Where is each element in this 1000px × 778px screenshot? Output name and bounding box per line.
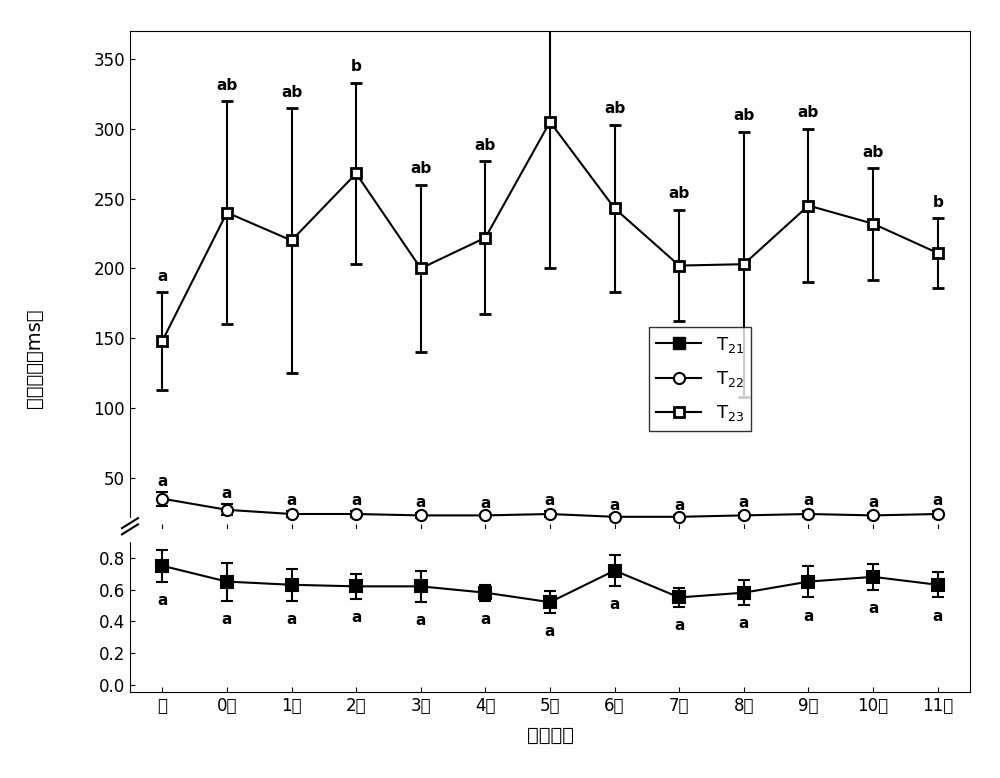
Text: a: a — [157, 593, 167, 608]
X-axis label: 贮藏时间: 贮藏时间 — [526, 727, 574, 745]
Text: b: b — [932, 194, 943, 210]
Text: a: a — [545, 493, 555, 509]
Text: a: a — [286, 493, 297, 509]
Text: a: a — [480, 496, 491, 511]
Text: ab: ab — [669, 187, 690, 202]
Text: b: b — [351, 59, 362, 75]
Text: a: a — [609, 498, 620, 513]
Text: a: a — [609, 598, 620, 612]
Text: ab: ab — [604, 101, 625, 116]
Text: a: a — [157, 268, 167, 284]
Text: ab: ab — [475, 138, 496, 152]
Text: a: a — [480, 612, 491, 627]
Text: ab: ab — [798, 106, 819, 121]
Text: ab: ab — [733, 108, 754, 123]
Text: a: a — [416, 613, 426, 629]
Text: a: a — [157, 474, 167, 489]
Text: a: a — [674, 498, 684, 513]
Text: a: a — [933, 493, 943, 509]
Text: ab: ab — [410, 161, 431, 177]
Text: ab: ab — [862, 145, 884, 159]
Text: a: a — [739, 495, 749, 510]
Text: a: a — [222, 612, 232, 627]
Text: a: a — [416, 495, 426, 510]
Text: a: a — [868, 601, 878, 615]
Text: a: a — [674, 618, 684, 633]
Text: a: a — [739, 616, 749, 632]
Text: a: a — [351, 493, 361, 509]
Text: a: a — [868, 495, 878, 510]
Text: ab: ab — [281, 85, 302, 100]
Text: a: a — [351, 610, 361, 625]
Legend: T$_{21}$, T$_{22}$, T$_{23}$: T$_{21}$, T$_{22}$, T$_{23}$ — [649, 328, 751, 431]
Text: a: a — [286, 612, 297, 627]
Text: a: a — [933, 608, 943, 623]
Text: a: a — [803, 608, 814, 623]
Text: a: a — [803, 493, 814, 509]
Text: 弛豫时间（ms）: 弛豫时间（ms） — [25, 308, 44, 408]
Text: a: a — [545, 625, 555, 640]
Text: ab: ab — [216, 78, 238, 93]
Text: a: a — [222, 486, 232, 502]
